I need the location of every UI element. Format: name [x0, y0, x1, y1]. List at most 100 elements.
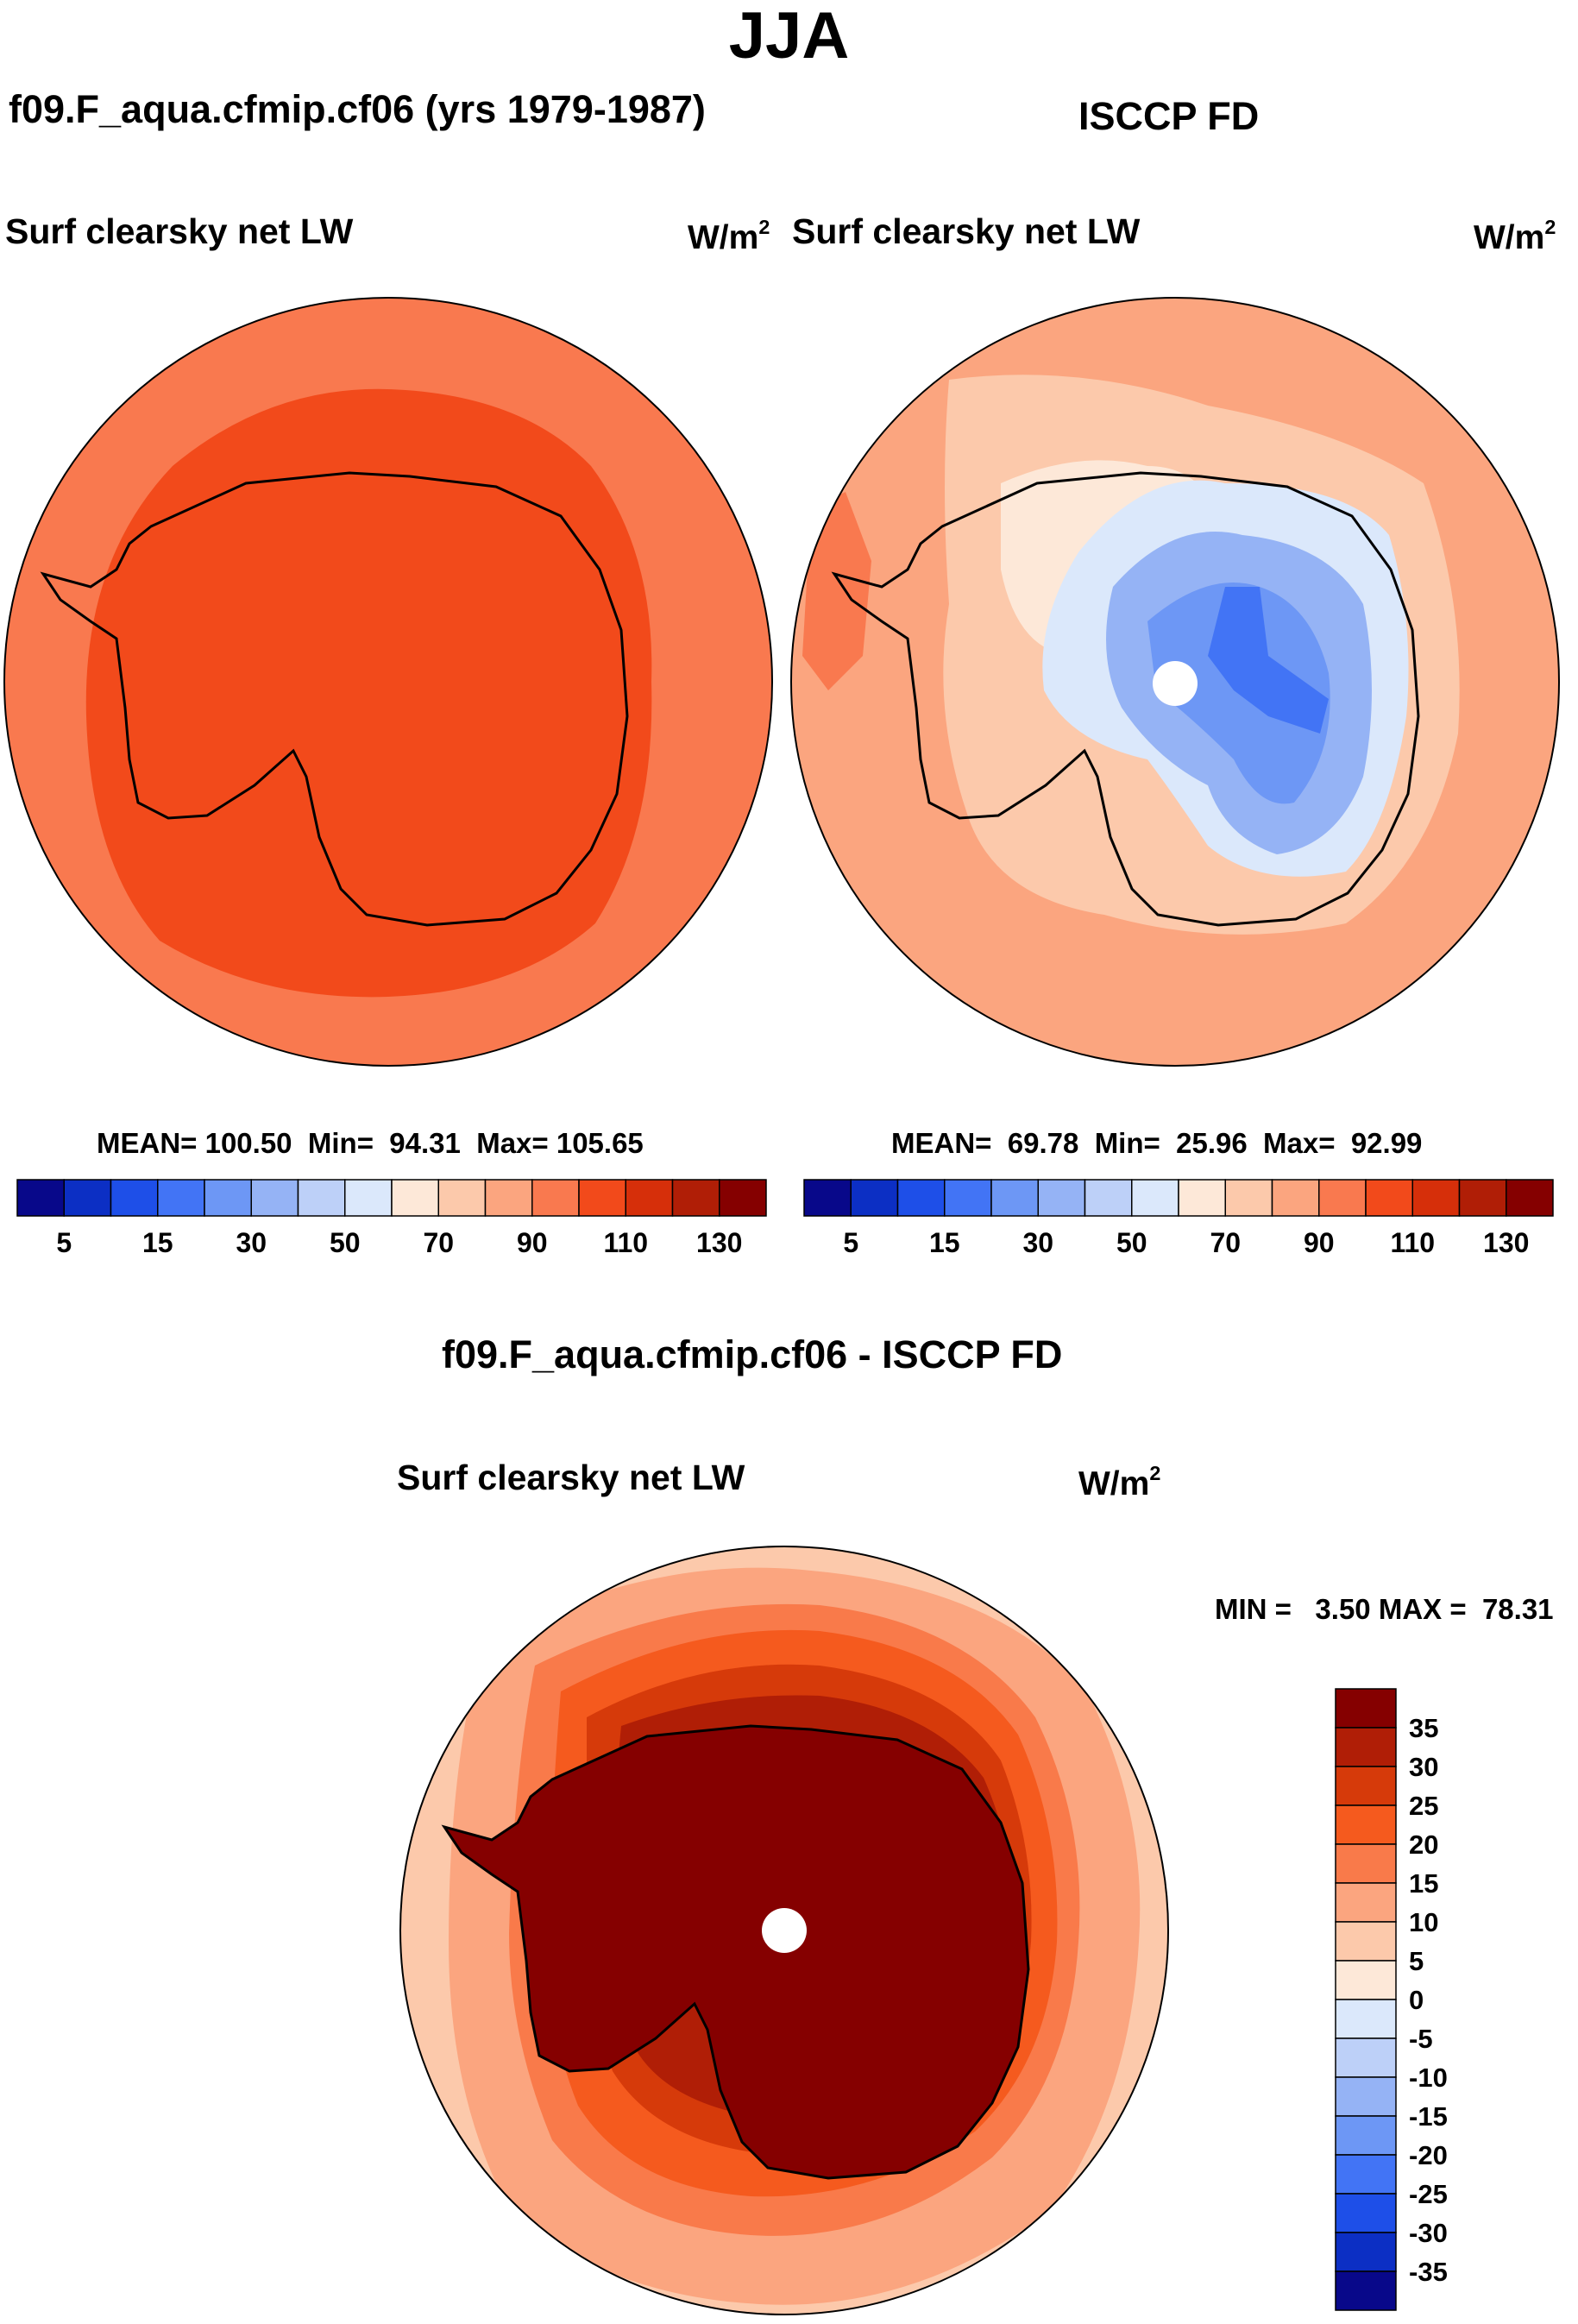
- obs-warm-patch-west: [802, 492, 871, 690]
- obs-colorbar-box: [850, 1179, 899, 1217]
- model-colorbar-box: [63, 1179, 112, 1217]
- diff-units-label: W/m2: [1078, 1462, 1161, 1502]
- model-colorbar-box: [204, 1179, 252, 1217]
- obs-colorbar-box: [1365, 1179, 1413, 1217]
- model-inner-band: [85, 388, 652, 998]
- obs-colorbar-box: [1224, 1179, 1273, 1217]
- obs-map: [791, 298, 1559, 1066]
- obs-pole-hole: [1153, 661, 1198, 706]
- obs-colorbar-box: [1318, 1179, 1367, 1217]
- model-colorbar-box: [671, 1179, 720, 1217]
- model-colorbar-tick-label: 90: [517, 1227, 548, 1258]
- diff-colorbar-tick-label: 10: [1409, 1907, 1438, 1937]
- model-stats-label: MEAN= 100.50 Min= 94.31 Max= 105.65: [97, 1127, 644, 1159]
- obs-colorbar-box: [1271, 1179, 1320, 1217]
- diff-panel-header: f09.F_aqua.cfmip.cf06 - ISCCP FD: [442, 1332, 1063, 1376]
- diff-colorbar-box: [1335, 1960, 1397, 2000]
- obs-colorbar-tick-label: 15: [929, 1227, 960, 1258]
- model-colorbar-tick-label: 70: [423, 1227, 454, 1258]
- diff-colorbar-box: [1335, 2193, 1397, 2233]
- obs-ice-core: [1208, 587, 1329, 734]
- model-colorbar-box: [531, 1179, 580, 1217]
- diff-colorbar-tick-label: -5: [1409, 2024, 1433, 2054]
- diff-colorbar-tick-label: -30: [1409, 2218, 1448, 2248]
- model-colorbar-box: [719, 1179, 767, 1217]
- model-colorbar-tick-label: 50: [330, 1227, 361, 1258]
- diff-colorbar-box: [1335, 1804, 1397, 1845]
- diff-colorbar-box: [1335, 2076, 1397, 2117]
- obs-units-label: W/m2: [1474, 216, 1556, 256]
- diff-pole-hole: [762, 1908, 807, 1953]
- model-colorbar-box: [391, 1179, 439, 1217]
- diff-colorbar-box: [1335, 1999, 1397, 2039]
- obs-colorbar-box: [1458, 1179, 1507, 1217]
- obs-colorbar-tick-label: 5: [843, 1227, 858, 1258]
- obs-map-border: [790, 297, 1560, 1067]
- diff-colorbar-tick-label: 30: [1409, 1752, 1438, 1782]
- obs-colorbar-tick-label: 130: [1483, 1227, 1529, 1258]
- diff-colorbar-tick-label: -10: [1409, 2063, 1448, 2093]
- obs-colorbar-box: [944, 1179, 992, 1217]
- diff-colorbar: 35 30 25 20 15 10 5 0 -5 -10 -15 -20 -25 -30 -35: [1335, 1688, 1448, 2311]
- model-colorbar-box: [157, 1179, 205, 1217]
- season-title: JJA: [728, 0, 850, 72]
- obs-colorbar-box: [1411, 1179, 1461, 1217]
- diff-colorbar-box: [1335, 2232, 1397, 2272]
- obs-colorbar-tick-label: 70: [1210, 1227, 1241, 1258]
- diff-colorbar-box: [1335, 2154, 1397, 2195]
- diff-variable-label: Surf clearsky net LW: [397, 1458, 745, 1497]
- model-colorbar-tick-label: 110: [603, 1227, 648, 1258]
- obs-colorbar-tick-label: 50: [1116, 1227, 1147, 1258]
- model-colorbar: 5 15 30 50 70 90 110 130: [16, 1179, 767, 1258]
- model-colorbar-box: [110, 1179, 159, 1217]
- obs-colorbar-box: [990, 1179, 1039, 1217]
- model-colorbar-box: [625, 1179, 674, 1217]
- diff-colorbar-box: [1335, 2037, 1397, 2078]
- diff-colorbar-box: [1335, 1882, 1397, 1923]
- diff-colorbar-tick-label: 0: [1409, 1985, 1424, 2015]
- diff-colorbar-box: [1335, 1843, 1397, 1884]
- obs-colorbar-box: [1506, 1179, 1554, 1217]
- model-colorbar-box: [578, 1179, 626, 1217]
- diff-colorbar-tick-label: -25: [1409, 2179, 1448, 2209]
- obs-stats-label: MEAN= 69.78 Min= 25.96 Max= 92.99: [891, 1127, 1423, 1159]
- diff-colorbar-box: [1335, 1921, 1397, 1962]
- obs-colorbar-tick-label: 110: [1390, 1227, 1435, 1258]
- obs-colorbar-box: [1037, 1179, 1086, 1217]
- model-colorbar-box: [250, 1179, 299, 1217]
- diff-colorbar-tick-label: 25: [1409, 1791, 1438, 1821]
- diff-stats-label: MIN = 3.50 MAX = 78.31: [1215, 1593, 1554, 1625]
- model-colorbar-tick-label: 15: [142, 1227, 173, 1258]
- model-map: [4, 298, 772, 1066]
- diff-colorbar-tick-label: -20: [1409, 2140, 1448, 2170]
- obs-colorbar-box: [896, 1179, 946, 1217]
- diff-map-border: [399, 1546, 1169, 2315]
- model-colorbar-tick-label: 130: [696, 1227, 742, 1258]
- obs-colorbar-box: [1084, 1179, 1133, 1217]
- model-colorbar-box: [344, 1179, 393, 1217]
- diff-colorbar-tick-label: 20: [1409, 1830, 1438, 1860]
- obs-panel-header: ISCCP FD: [1078, 94, 1260, 138]
- model-panel-header: f09.F_aqua.cfmip.cf06 (yrs 1979-1987): [9, 87, 706, 131]
- model-colorbar-tick-label: 5: [56, 1227, 72, 1258]
- model-colorbar-box: [297, 1179, 346, 1217]
- model-variable-label: Surf clearsky net LW: [5, 211, 354, 251]
- diff-colorbar-box: [1335, 1688, 1397, 1729]
- obs-colorbar-tick-label: 30: [1022, 1227, 1053, 1258]
- model-colorbar-box: [437, 1179, 487, 1217]
- obs-variable-label: Surf clearsky net LW: [792, 211, 1141, 251]
- model-colorbar-box: [484, 1179, 533, 1217]
- diff-colorbar-box: [1335, 2270, 1397, 2311]
- diff-colorbar-tick-label: 15: [1409, 1868, 1438, 1899]
- diff-colorbar-tick-label: 5: [1409, 1946, 1424, 1976]
- diff-colorbar-box: [1335, 1766, 1397, 1806]
- diff-colorbar-tick-label: 35: [1409, 1713, 1438, 1743]
- obs-colorbar-box: [1131, 1179, 1179, 1217]
- model-units-label: W/m2: [688, 216, 770, 256]
- model-colorbar-box: [16, 1179, 65, 1217]
- obs-colorbar: 5 15 30 50 70 90 110 130: [803, 1179, 1554, 1258]
- diff-colorbar-box: [1335, 1727, 1397, 1767]
- obs-colorbar-box: [803, 1179, 852, 1217]
- diff-colorbar-tick-label: -35: [1409, 2257, 1448, 2287]
